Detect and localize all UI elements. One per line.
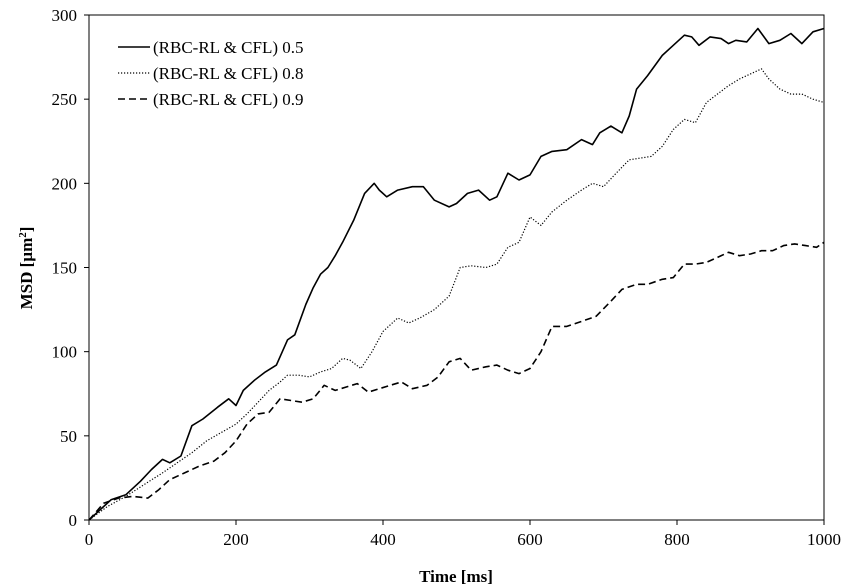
legend: (RBC-RL & CFL) 0.5 (RBC-RL & CFL) 0.8 (RBC…: [118, 38, 304, 109]
series-layer: [88, 27, 825, 521]
series-line-3: [88, 241, 825, 521]
x-axis-title: Time [ms]: [419, 567, 493, 586]
y-tick-label: 50: [60, 427, 77, 446]
y-tick-label: 300: [52, 6, 78, 25]
x-tick-label: 0: [85, 530, 94, 549]
y-axis-title: MSD [µm2]: [17, 227, 36, 310]
series-line-1: [88, 27, 825, 521]
legend-label-1: (RBC-RL & CFL) 0.5: [153, 38, 304, 57]
x-tick-label: 600: [517, 530, 543, 549]
x-tick-label: 200: [223, 530, 249, 549]
x-tick-label: 1000: [807, 530, 841, 549]
y-tick-label: 150: [52, 259, 78, 278]
y-tick-label: 250: [52, 90, 78, 109]
y-tick-label: 100: [52, 343, 78, 362]
legend-label-3: (RBC-RL & CFL) 0.9: [153, 90, 304, 109]
x-tick-label: 400: [370, 530, 396, 549]
axes-layer: 0 200 400 600 800 1000 0 50 100 150 200 250 300: [52, 6, 842, 549]
y-tick-label: 0: [69, 511, 78, 530]
y-tick-label: 200: [52, 174, 78, 193]
series-line-2: [88, 68, 825, 521]
legend-label-2: (RBC-RL & CFL) 0.8: [153, 64, 304, 83]
x-tick-label: 800: [664, 530, 690, 549]
